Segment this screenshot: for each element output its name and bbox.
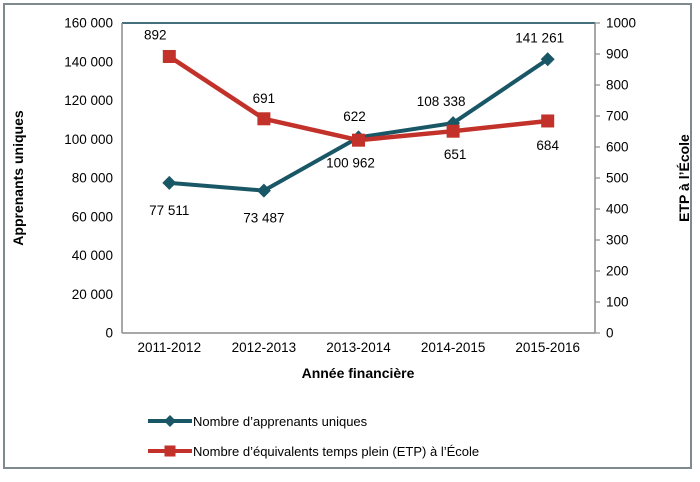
right-axis-tick-label: 700 [606, 109, 629, 124]
left-axis-tick-label: 20 000 [72, 287, 113, 302]
square-marker [162, 49, 176, 63]
square-marker [352, 133, 365, 147]
left-axis-tick-label: 140 000 [64, 54, 113, 69]
left-axis-tick-label: 40 000 [72, 248, 113, 263]
right-axis-tick-label: 500 [606, 171, 629, 186]
left-axis-tick-label: 80 000 [72, 171, 113, 186]
data-label: 691 [253, 91, 276, 106]
left-axis-tick-label: 120 000 [64, 93, 113, 108]
x-axis-category-label: 2015-2016 [515, 340, 580, 355]
left-axis-tick-label: 100 000 [64, 132, 113, 147]
square-marker [446, 124, 460, 138]
x-axis-category-label: 2011-2012 [138, 340, 202, 355]
legend-line-diamond-icon [148, 415, 192, 427]
diamond-marker [540, 52, 555, 67]
chart-outer-frame [3, 3, 692, 469]
diamond-marker [162, 175, 177, 190]
legend: Nombre d’apprenants uniques Nombre d’équi… [148, 410, 479, 462]
data-label: 77 511 [149, 203, 189, 218]
right-axis-tick-label: 600 [606, 140, 629, 155]
right-axis-tick-label: 400 [606, 202, 629, 217]
left-axis-tick-label: 60 000 [72, 209, 113, 224]
data-label: 108 338 [417, 94, 466, 109]
right-axis-tick-label: 200 [606, 264, 629, 279]
right-axis-tick-label: 900 [606, 47, 629, 62]
right-axis-tick-label: 800 [606, 78, 629, 93]
data-label: 651 [444, 147, 467, 162]
legend-item: Nombre d’apprenants uniques [148, 410, 479, 432]
left-axis-tick-label: 0 [105, 326, 113, 341]
right-axis-tick-label: 0 [606, 326, 614, 341]
data-label: 622 [343, 109, 366, 124]
legend-diamond-marker [164, 415, 176, 427]
left-axis-tick-label: 160 000 [64, 16, 113, 31]
data-label: 684 [536, 138, 559, 153]
legend-label: Nombre d’apprenants uniques [193, 413, 368, 429]
data-label: 892 [144, 27, 167, 42]
diamond-marker [256, 183, 271, 198]
right-axis-tick-label: 100 [606, 295, 629, 310]
x-axis-category-label: 2014-2015 [421, 340, 486, 355]
data-label: 100 962 [326, 155, 375, 170]
square-marker [541, 114, 555, 128]
legend-item: Nombre d’équivalents temps plein (ETP) à… [148, 440, 479, 462]
right-axis-tick-label: 1000 [606, 16, 636, 31]
legend-label: Nombre d’équivalents temps plein (ETP) à… [193, 443, 480, 459]
x-axis-category-label: 2012-2013 [232, 340, 297, 355]
right-axis-tick-label: 300 [606, 233, 629, 248]
x-axis-category-label: 2013-2014 [326, 340, 391, 355]
right-axis-title: ETP à l’École [676, 134, 692, 222]
data-label: 141 261 [515, 30, 564, 45]
data-label: 73 487 [243, 211, 284, 226]
legend-line-square-icon [148, 445, 192, 457]
square-marker [257, 112, 271, 126]
x-axis-title: Année financière [301, 365, 415, 381]
legend-square-marker [164, 445, 176, 457]
left-axis-title: Apprenants uniques [10, 110, 26, 246]
